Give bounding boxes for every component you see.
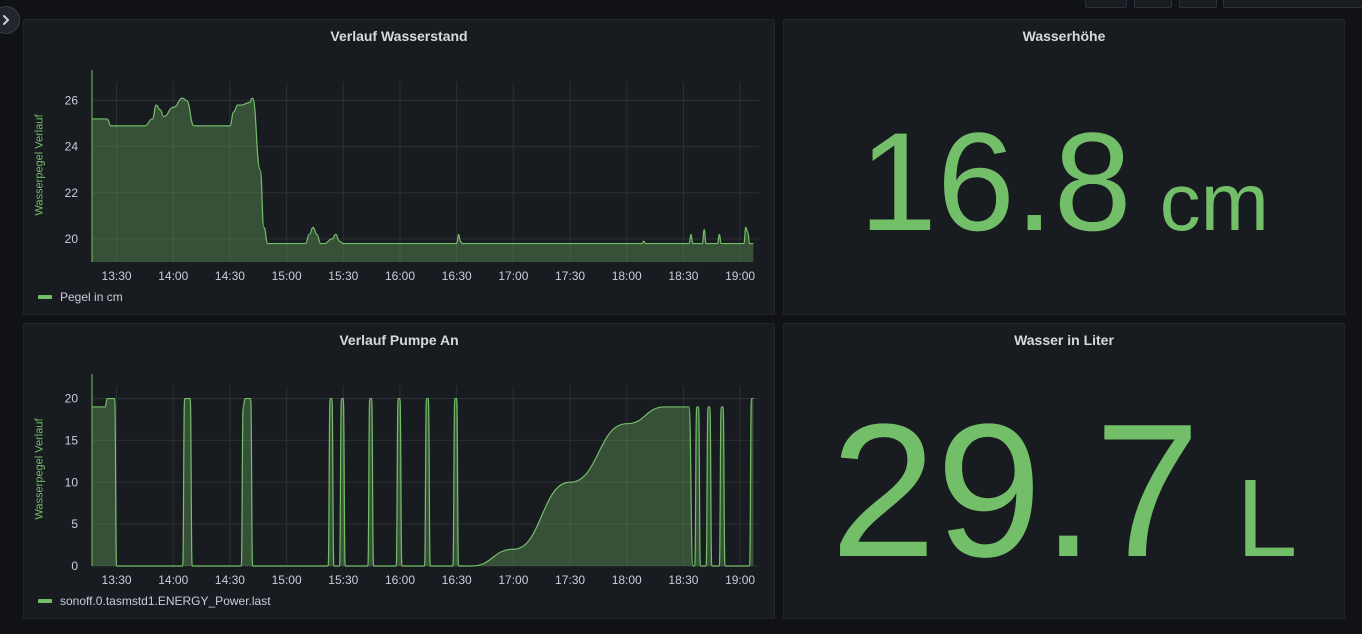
panel-title[interactable]: Verlauf Pumpe An — [339, 332, 459, 348]
legend-item[interactable]: Pegel in cm — [38, 290, 123, 304]
x-tick-label: 13:30 — [102, 573, 132, 587]
pump-power-chart[interactable]: 0 5 10 15 20 13:30 14:00 14:30 15:00 15:30 16:00 16… — [24, 324, 776, 620]
legend-swatch — [38, 295, 52, 299]
toolbar-button[interactable] — [1085, 0, 1127, 8]
series-area — [92, 98, 754, 263]
stat-unit: cm — [1159, 157, 1269, 248]
panel-wasserhoehe[interactable]: Wasserhöhe 16.8 cm — [783, 19, 1345, 315]
x-tick-label: 15:00 — [272, 269, 302, 283]
x-tick-label: 16:30 — [442, 269, 472, 283]
x-tick-label: 15:30 — [328, 573, 358, 587]
legend-label: Pegel in cm — [60, 290, 123, 304]
panel-wasserstand[interactable]: Verlauf Wasserstand Wasserpegel Verlauf … — [23, 19, 775, 315]
x-tick-label: 14:00 — [158, 573, 188, 587]
x-tick-label: 16:00 — [385, 269, 415, 283]
panel-title[interactable]: Wasser in Liter — [1014, 332, 1114, 348]
sidebar-toggle-button[interactable] — [0, 6, 20, 34]
y-tick-label: 24 — [65, 140, 79, 154]
x-tick-label: 17:30 — [555, 573, 585, 587]
x-tick-label: 17:00 — [498, 573, 528, 587]
y-tick-label: 15 — [65, 433, 79, 447]
x-tick-label: 14:30 — [215, 573, 245, 587]
stat-number: 29.7 — [830, 385, 1201, 597]
panel-liter[interactable]: Wasser in Liter 29.7 L — [783, 323, 1345, 619]
y-tick-label: 10 — [65, 475, 79, 489]
chevron-right-icon — [3, 15, 10, 25]
x-tick-label: 18:00 — [612, 573, 642, 587]
stat-value: 29.7 L — [784, 396, 1344, 586]
series-line — [92, 97, 754, 245]
y-tick-label: 20 — [65, 232, 79, 246]
x-tick-label: 19:00 — [725, 269, 755, 283]
toolbar-button[interactable] — [1179, 0, 1217, 8]
water-level-chart[interactable]: 20 22 24 26 13:30 14:00 14:30 15:00 15:30 16:00 16… — [24, 20, 776, 316]
x-tick-label: 13:30 — [102, 269, 132, 283]
panel-title[interactable]: Wasserhöhe — [1022, 28, 1106, 44]
x-tick-label: 18:00 — [612, 269, 642, 283]
y-tick-label: 0 — [71, 559, 78, 573]
legend-swatch — [38, 599, 52, 603]
x-tick-label: 18:30 — [668, 573, 698, 587]
y-tick-label: 22 — [65, 186, 79, 200]
toolbar-button[interactable] — [1134, 0, 1172, 8]
x-tick-label: 14:00 — [158, 269, 188, 283]
series-area — [92, 398, 754, 566]
y-tick-label: 20 — [65, 392, 79, 406]
x-tick-label: 17:00 — [498, 269, 528, 283]
x-tick-label: 15:30 — [328, 269, 358, 283]
x-tick-label: 18:30 — [668, 269, 698, 283]
stat-number: 16.8 — [859, 103, 1132, 260]
legend-label: sonoff.0.tasmstd1.ENERGY_Power.last — [60, 594, 271, 608]
series-line — [92, 397, 754, 567]
x-tick-label: 19:00 — [725, 573, 755, 587]
x-tick-label: 14:30 — [215, 269, 245, 283]
x-tick-label: 16:30 — [442, 573, 472, 587]
panel-title[interactable]: Verlauf Wasserstand — [330, 28, 468, 44]
stat-value: 16.8 cm — [784, 112, 1344, 252]
y-tick-label: 5 — [71, 517, 78, 531]
legend-item[interactable]: sonoff.0.tasmstd1.ENERGY_Power.last — [38, 594, 271, 608]
time-picker-button[interactable] — [1223, 0, 1362, 8]
stat-unit: L — [1236, 457, 1298, 580]
x-tick-label: 16:00 — [385, 573, 415, 587]
x-tick-label: 17:30 — [555, 269, 585, 283]
x-tick-label: 15:00 — [272, 573, 302, 587]
y-tick-label: 26 — [65, 93, 79, 107]
